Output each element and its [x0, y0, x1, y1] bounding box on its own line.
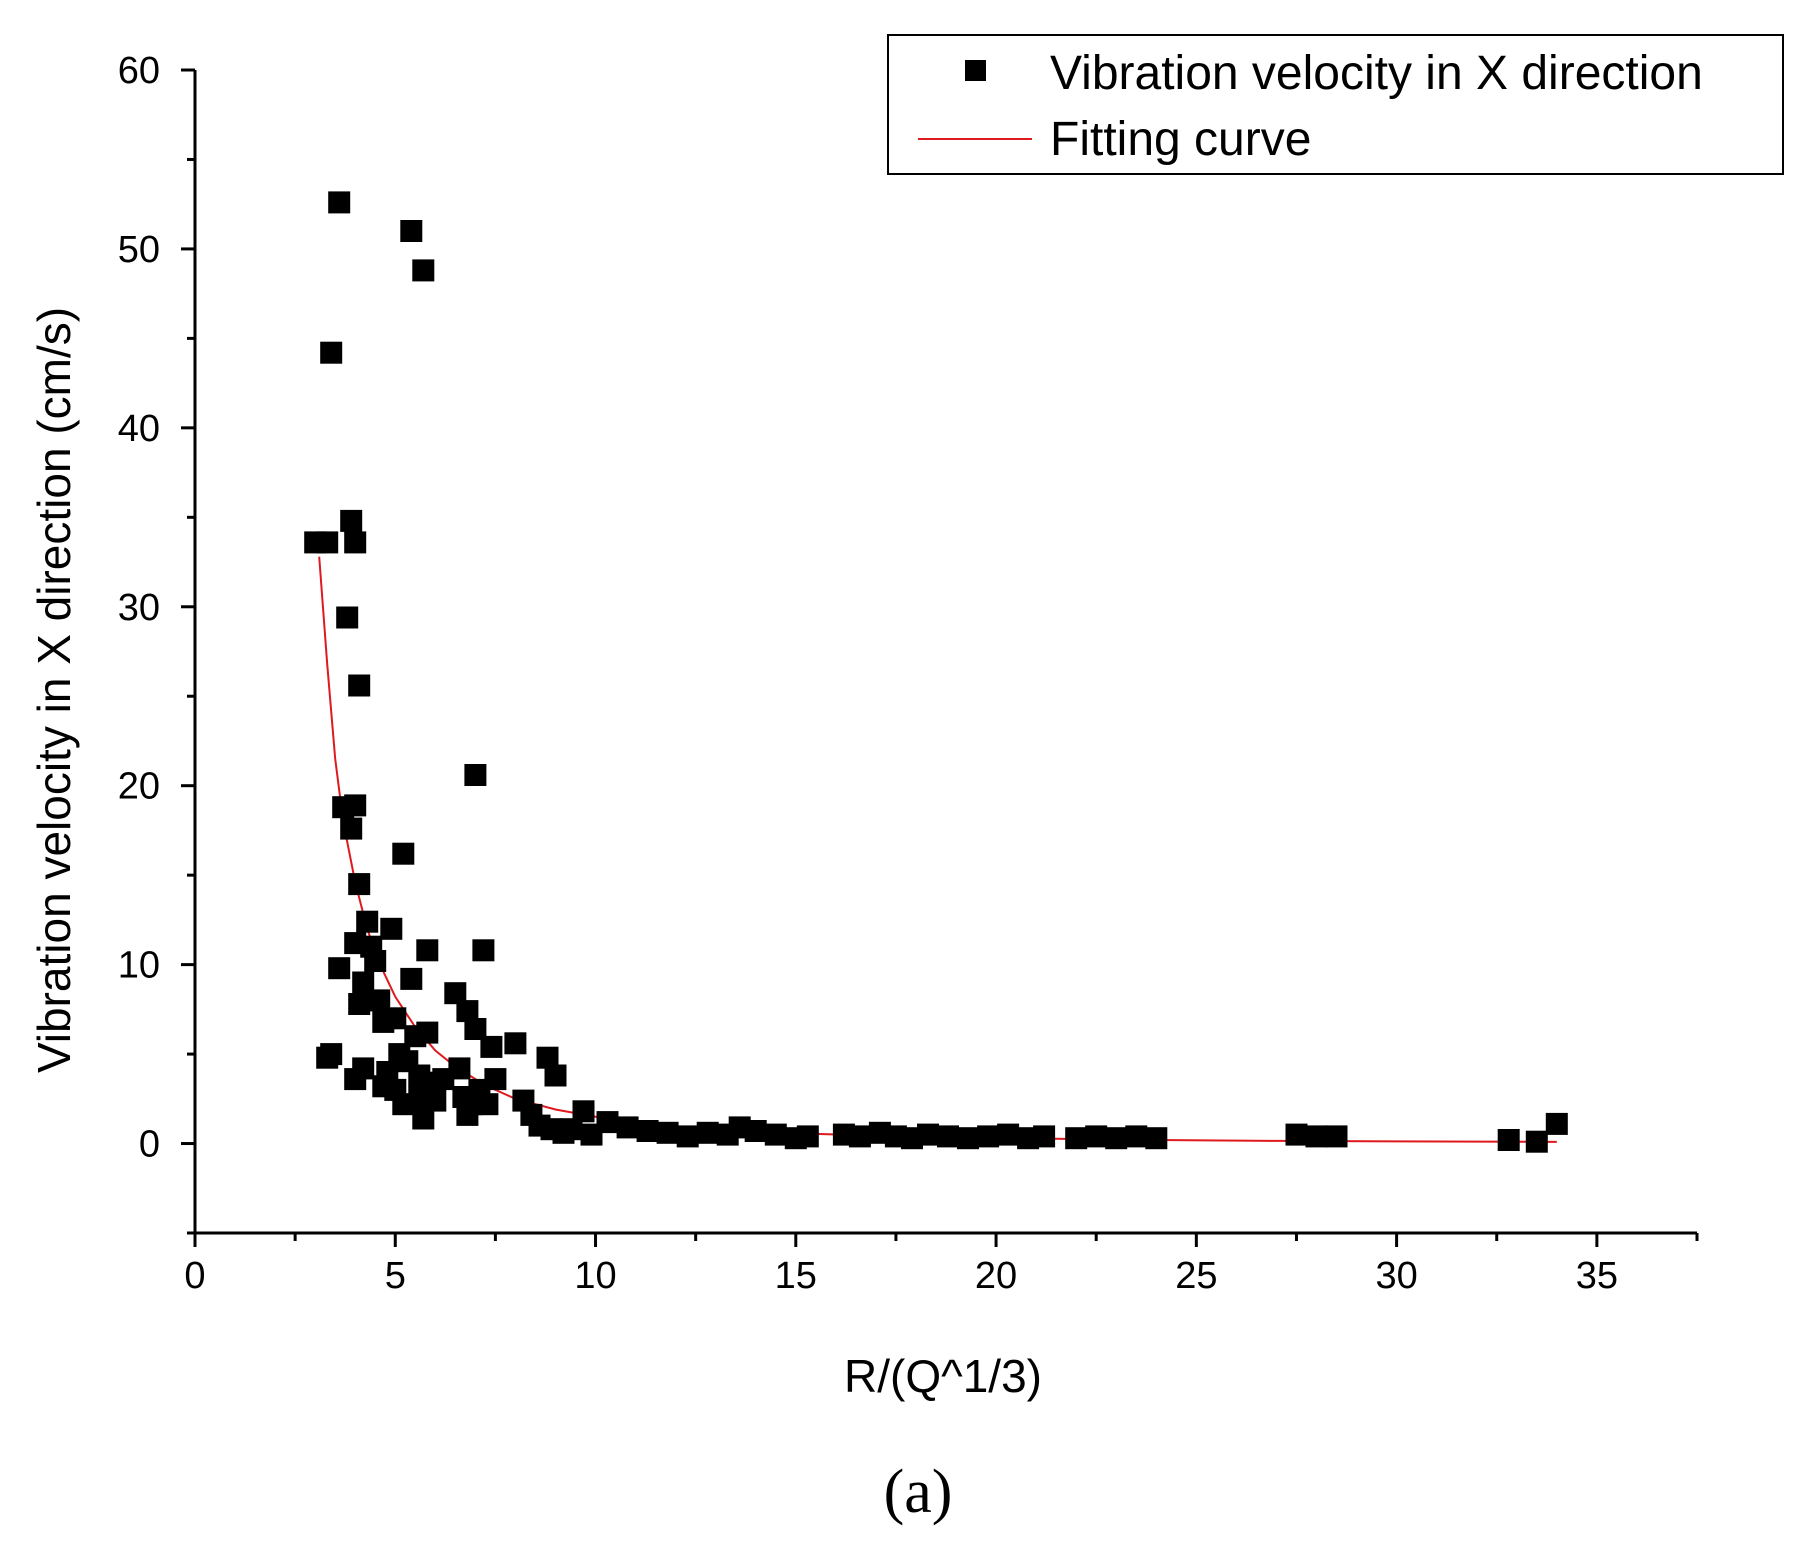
data-point: [416, 1021, 439, 1044]
data-point: [744, 1120, 767, 1142]
data-point: [320, 341, 343, 364]
x-tick-label: 15: [775, 1255, 817, 1297]
data-point: [464, 764, 487, 786]
data-point: [1285, 1123, 1308, 1146]
data-point: [848, 1125, 871, 1148]
y-axis-ticks: 0 10 20 30 40 50 60: [118, 50, 195, 1235]
data-point: [560, 1118, 583, 1141]
x-tick-label: 25: [1175, 1255, 1217, 1297]
scatter-points-layer: [304, 191, 1568, 1153]
data-point: [344, 794, 367, 817]
data-point: [456, 1000, 479, 1023]
data-point: [656, 1121, 679, 1144]
data-point: [1105, 1127, 1128, 1150]
y-axis-title: Vibration velocity in X direction (cm/s): [28, 307, 80, 1073]
data-point: [572, 1100, 595, 1123]
data-point: [380, 917, 403, 940]
data-point: [412, 259, 435, 282]
data-point: [344, 531, 367, 554]
data-point: [544, 1064, 567, 1087]
data-point: [1085, 1125, 1108, 1148]
data-point: [977, 1125, 1000, 1148]
data-point: [412, 1107, 435, 1130]
data-point: [356, 910, 379, 933]
data-point: [376, 1061, 399, 1083]
data-point: [476, 1093, 499, 1116]
data-point: [348, 674, 371, 697]
data-point: [1305, 1125, 1328, 1148]
legend-label-fit: Fitting curve: [1050, 113, 1311, 166]
data-point: [536, 1046, 559, 1069]
data-point: [400, 220, 423, 242]
data-point: [368, 989, 391, 1012]
y-tick-label: 10: [118, 945, 160, 987]
data-point: [340, 509, 363, 532]
data-point: [1125, 1125, 1148, 1148]
data-point: [937, 1125, 959, 1148]
data-point: [444, 982, 467, 1005]
data-point: [400, 967, 423, 990]
legend-box: [887, 34, 1784, 175]
data-point: [472, 939, 495, 962]
y-tick-label: 0: [139, 1124, 160, 1166]
data-point: [424, 1089, 447, 1112]
y-tick-label: 30: [118, 587, 160, 629]
data-point: [676, 1125, 699, 1148]
x-tick-label: 35: [1576, 1255, 1618, 1297]
data-point: [340, 817, 363, 840]
data-point: [364, 950, 387, 972]
data-point: [997, 1123, 1020, 1146]
legend: Vibration velocity in X direction Fittin…: [887, 34, 1784, 175]
legend-label-scatter: Vibration velocity in X direction: [1050, 47, 1703, 100]
data-point: [384, 1007, 407, 1030]
data-point: [352, 1057, 375, 1080]
data-point: [336, 606, 359, 629]
data-point: [464, 1018, 487, 1040]
data-point: [392, 842, 415, 865]
data-point: [1325, 1125, 1348, 1148]
plot-axes: [193, 70, 1697, 1235]
data-point: [316, 531, 339, 554]
legend-marker-square: [965, 60, 986, 81]
y-tick-label: 60: [118, 50, 160, 92]
y-tick-label: 50: [118, 229, 160, 271]
data-point: [764, 1123, 787, 1146]
data-point: [1033, 1125, 1056, 1148]
data-point: [796, 1125, 819, 1148]
data-point: [416, 939, 439, 962]
x-tick-label: 10: [574, 1255, 616, 1297]
data-point: [696, 1121, 719, 1144]
data-point: [596, 1111, 619, 1134]
data-point: [917, 1123, 939, 1146]
data-point: [480, 1035, 503, 1058]
data-point: [348, 993, 371, 1015]
x-tick-label: 0: [184, 1255, 205, 1297]
y-tick-label: 40: [118, 408, 160, 450]
data-point: [348, 873, 371, 896]
data-point: [328, 191, 351, 214]
data-point: [1065, 1127, 1088, 1150]
data-point: [957, 1127, 979, 1150]
data-point: [328, 957, 351, 980]
y-tick-label: 20: [118, 766, 160, 808]
data-point: [1497, 1129, 1520, 1151]
data-point: [1545, 1112, 1568, 1135]
data-point: [484, 1068, 507, 1091]
data-point: [1145, 1127, 1168, 1150]
data-point: [352, 971, 375, 994]
data-point: [448, 1057, 471, 1080]
data-point: [1525, 1130, 1548, 1153]
x-tick-label: 20: [975, 1255, 1017, 1297]
data-point: [320, 1043, 343, 1066]
x-axis-ticks: 0 5 10 15 20 25 30 35: [184, 1233, 1699, 1297]
x-tick-label: 5: [385, 1255, 406, 1297]
x-axis-title: R/(Q^1/3): [844, 1350, 1042, 1402]
data-point: [636, 1120, 659, 1142]
panel-label: (a): [884, 1458, 953, 1526]
x-tick-label: 30: [1375, 1255, 1417, 1297]
data-point: [504, 1032, 527, 1055]
data-point: [616, 1116, 639, 1139]
